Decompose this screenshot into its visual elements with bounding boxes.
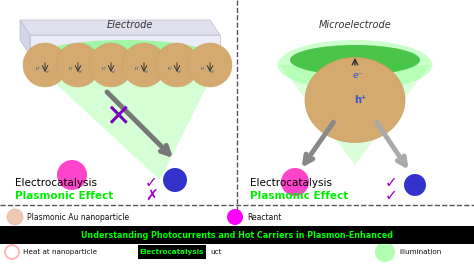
Text: Understanding Photocurrents and Hot Carriers in Plasmon-Enhanced: Understanding Photocurrents and Hot Carr… [81,231,393,239]
Circle shape [7,209,23,225]
Text: Heat at nanoparticle: Heat at nanoparticle [23,249,97,255]
Text: e⁻: e⁻ [112,70,117,74]
Text: Plasmonic Au nanoparticle: Plasmonic Au nanoparticle [27,213,129,222]
Circle shape [155,43,199,87]
Text: h⁺: h⁺ [69,67,74,71]
Ellipse shape [277,40,432,90]
Text: h⁺: h⁺ [36,67,41,71]
Polygon shape [20,20,220,35]
Text: e⁻: e⁻ [178,70,183,74]
Circle shape [404,174,426,196]
Text: h⁺: h⁺ [354,95,366,105]
Circle shape [188,43,232,87]
Circle shape [163,168,187,192]
Text: Electrocatalysis: Electrocatalysis [15,178,97,188]
Ellipse shape [305,57,405,143]
Text: Electrocatalysis: Electrocatalysis [140,249,204,255]
Text: h⁺: h⁺ [102,67,107,71]
Circle shape [89,43,133,87]
Polygon shape [20,20,30,55]
Circle shape [56,43,100,87]
Text: ✕: ✕ [105,103,131,132]
Text: illumination: illumination [399,249,441,255]
Text: Electrode: Electrode [107,20,153,30]
Text: Plasmonic Effect: Plasmonic Effect [15,191,113,201]
Text: Electrocatalysis: Electrocatalysis [250,178,332,188]
Text: ✗: ✗ [145,189,158,203]
Text: ✓: ✓ [385,189,398,203]
Ellipse shape [30,40,220,80]
Text: h⁺: h⁺ [168,67,173,71]
Text: e⁻: e⁻ [145,70,150,74]
Text: h⁺: h⁺ [135,67,140,71]
Circle shape [57,160,87,190]
Text: uct: uct [210,249,221,255]
Text: Microelectrode: Microelectrode [319,20,392,30]
Ellipse shape [290,45,420,75]
Bar [138,245,206,259]
Text: Reactant: Reactant [247,213,282,222]
Text: e⁻: e⁻ [211,70,216,74]
Text: ✓: ✓ [145,176,158,190]
Circle shape [122,43,166,87]
Text: e⁻: e⁻ [79,70,84,74]
Circle shape [227,209,243,225]
Text: e⁻: e⁻ [353,70,363,80]
Text: e⁻: e⁻ [46,70,51,74]
Polygon shape [30,35,220,55]
Circle shape [375,242,395,262]
Circle shape [281,168,309,196]
Text: Plasmonic Effect: Plasmonic Effect [250,191,348,201]
Polygon shape [30,60,220,180]
Text: h⁺: h⁺ [201,67,206,71]
Polygon shape [280,65,430,165]
Circle shape [23,43,67,87]
Text: ✓: ✓ [385,176,398,190]
Bar [0,226,474,244]
